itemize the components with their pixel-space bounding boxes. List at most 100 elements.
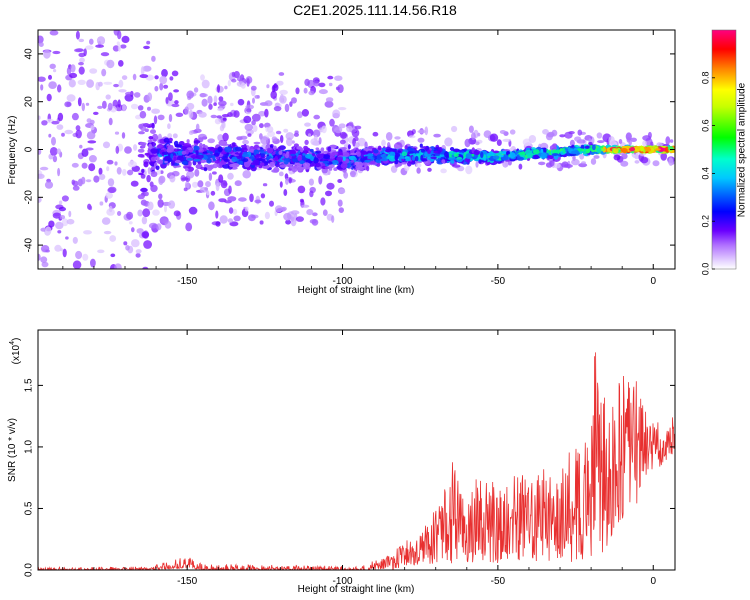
heatmap-cell xyxy=(53,69,57,73)
heatmap-cell xyxy=(273,166,280,173)
heatmap-cell xyxy=(299,160,305,164)
heatmap-cell xyxy=(433,133,441,138)
heatmap-cell xyxy=(232,208,238,215)
heatmap-cell xyxy=(143,45,150,50)
heatmap-cell xyxy=(52,212,62,219)
heatmap-cell xyxy=(220,180,228,189)
heatmap-cell xyxy=(257,147,261,151)
heatmap-cell xyxy=(308,90,315,96)
heatmap-cell xyxy=(634,160,640,164)
snr-panel: -150 -100 -50 0 0.0 0.5 1.0 1.5 Height of stra… xyxy=(7,329,676,595)
heatmap-cell xyxy=(660,152,667,161)
heatmap-cell xyxy=(321,125,327,134)
heatmap-cell xyxy=(454,149,459,152)
heatmap-cell xyxy=(215,182,220,192)
heatmap-cell xyxy=(329,118,335,127)
heatmap-cell xyxy=(267,131,276,137)
heatmap-cell xyxy=(139,74,149,79)
heatmap-cell xyxy=(38,115,41,120)
heatmap-cell xyxy=(642,140,647,147)
snr-y-multiplier: (x104) xyxy=(9,338,22,365)
heatmap-cell xyxy=(207,138,215,144)
heatmap-cell xyxy=(54,244,62,252)
heatmap-cell xyxy=(233,215,241,222)
heatmap-cell xyxy=(217,146,223,153)
heatmap-cell xyxy=(509,152,516,159)
heatmap-cell xyxy=(593,155,600,159)
colorbar-tick-label: 0.6 xyxy=(700,119,710,132)
heatmap-cell xyxy=(596,132,603,139)
heatmap-cell xyxy=(186,90,194,99)
heatmap-cell xyxy=(171,159,175,166)
heatmap-cell xyxy=(201,98,208,107)
heatmap-cell xyxy=(113,83,119,88)
heatmap-cell xyxy=(227,80,231,87)
heatmap-cell xyxy=(151,108,161,114)
heatmap-cell xyxy=(250,85,257,91)
heatmap-cell xyxy=(168,114,173,122)
heatmap-cell xyxy=(193,140,201,144)
heatmap-cell xyxy=(450,159,455,164)
heatmap-cell xyxy=(74,48,83,53)
heatmap-cell xyxy=(297,111,303,119)
heatmap-cell xyxy=(166,148,174,153)
heatmap-cell xyxy=(327,75,334,80)
x-tick-label: -100 xyxy=(333,576,353,587)
heatmap-cell xyxy=(144,128,149,132)
heatmap-cell xyxy=(81,102,86,112)
heatmap-cell xyxy=(247,133,252,137)
heatmap-cell xyxy=(246,166,251,171)
heatmap-cell xyxy=(146,40,151,45)
heatmap-cell xyxy=(192,181,199,188)
heatmap-cell xyxy=(590,158,597,165)
heatmap-cell xyxy=(252,97,255,104)
heatmap-cell xyxy=(77,97,82,107)
heatmap-cell xyxy=(669,139,674,143)
heatmap-cell xyxy=(131,239,140,248)
heatmap-cell xyxy=(585,148,590,154)
heatmap-cell xyxy=(223,158,230,162)
heatmap-cell xyxy=(256,149,265,152)
heatmap-cell xyxy=(51,136,56,146)
heatmap-cell xyxy=(185,222,193,232)
heatmap-cell xyxy=(68,79,76,88)
heatmap-cell xyxy=(157,144,164,149)
heatmap-cell xyxy=(147,106,151,111)
heatmap-cell xyxy=(57,230,62,234)
heatmap-cell xyxy=(456,156,463,160)
heatmap-cell xyxy=(186,166,194,172)
heatmap-cell xyxy=(222,117,227,121)
heatmap-cell xyxy=(592,144,596,151)
heatmap-cell xyxy=(356,151,361,157)
heatmap-cell xyxy=(165,97,169,104)
heatmap-cell xyxy=(324,166,330,170)
heatmap-cell xyxy=(228,185,232,194)
heatmap-cell xyxy=(243,115,252,124)
heatmap-cell xyxy=(152,133,159,142)
heatmap-cell xyxy=(280,135,284,143)
heatmap-cell xyxy=(380,158,389,162)
heatmap-cell xyxy=(212,171,217,175)
heatmap-cell xyxy=(183,143,192,147)
heatmap-cell xyxy=(408,135,416,139)
heatmap-cell xyxy=(302,162,311,168)
heatmap-cell xyxy=(115,145,120,154)
heatmap-cell xyxy=(253,149,257,156)
heatmap-cell xyxy=(338,107,347,111)
heatmap-cell xyxy=(394,155,399,161)
heatmap-cell xyxy=(93,111,99,115)
heatmap-cell xyxy=(98,81,103,87)
heatmap-cell xyxy=(147,92,153,102)
heatmap-cell xyxy=(253,141,261,145)
heatmap-cell xyxy=(373,149,379,154)
heatmap-cell xyxy=(541,152,547,159)
heatmap-cell xyxy=(249,193,254,203)
heatmap-cell xyxy=(464,138,471,148)
heatmap-cell xyxy=(142,65,152,72)
heatmap-cell xyxy=(377,145,382,151)
heatmap-cell xyxy=(65,236,69,240)
heatmap-cell xyxy=(305,128,314,137)
heatmap-cell xyxy=(108,117,113,126)
heatmap-cell xyxy=(148,222,158,229)
heatmap-cell xyxy=(549,144,557,151)
